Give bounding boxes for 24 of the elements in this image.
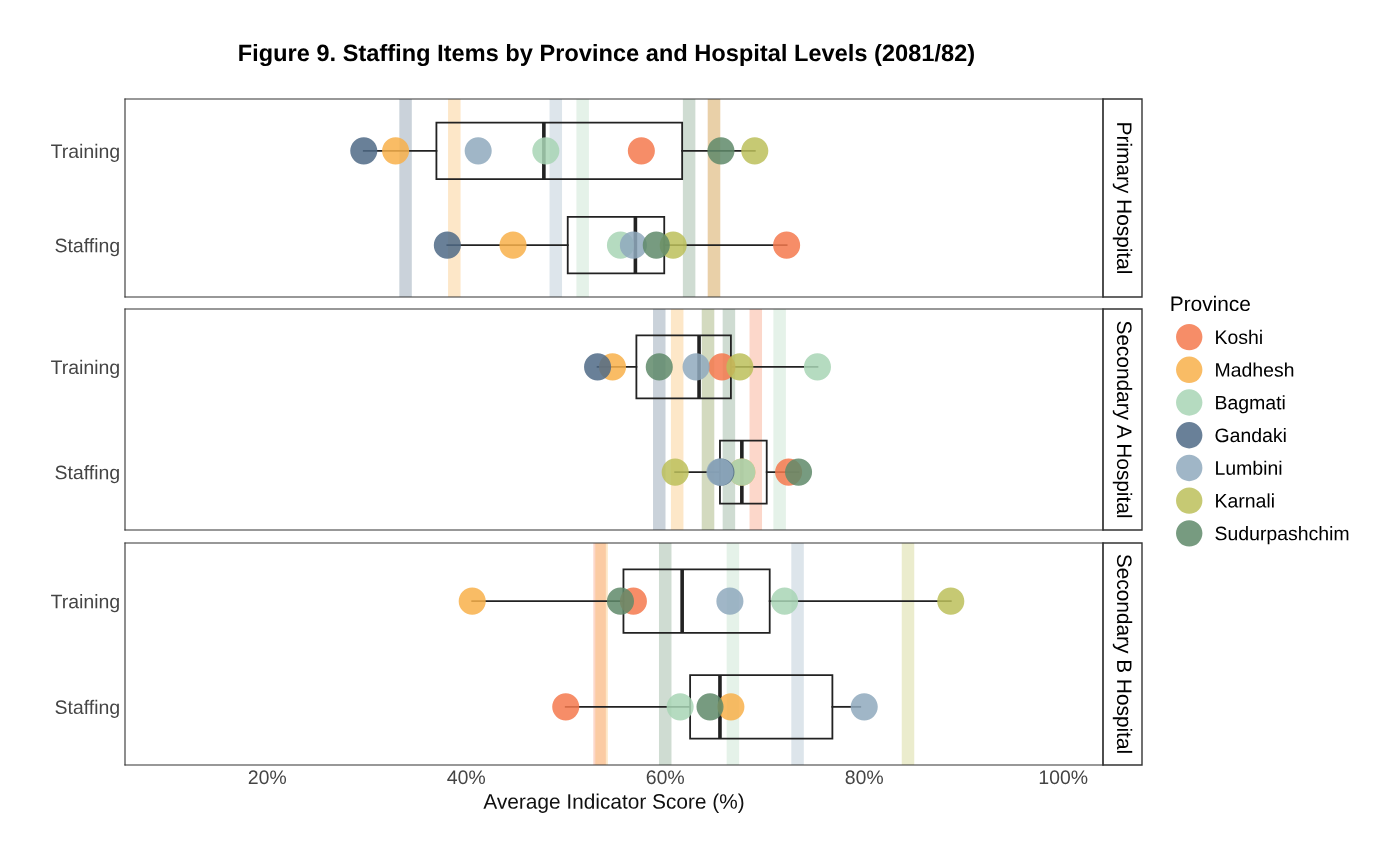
y-tick-label: Staffing — [55, 699, 119, 718]
chart-title: Figure 9. Staffing Items by Province and Hospital Levels (2081/82) — [239, 43, 974, 67]
x-tick-label: 100% — [1039, 770, 1088, 785]
y-tick-label: Staffing — [55, 238, 119, 257]
y-tick-label: Training — [51, 359, 119, 378]
x-axis-title: Average Indicator Score (%) — [483, 793, 744, 813]
legend-title: Province — [1171, 295, 1250, 312]
y-tick-label: Staffing — [55, 465, 119, 484]
legend-label: Lumbini — [1216, 460, 1282, 475]
y2-axis-title: Secondary A Hospital — [1112, 321, 1133, 518]
y2-axis-title: Secondary B Hospital — [1112, 554, 1133, 753]
legend-label: Karnali — [1216, 493, 1274, 508]
x-tick-label: 60% — [646, 770, 685, 785]
legend-label: Koshi — [1216, 329, 1262, 345]
legend-label: Gandaki — [1215, 427, 1286, 443]
x-tick-label: 20% — [248, 770, 287, 785]
y-tick-label: Training — [51, 143, 119, 162]
legend-label: Bagmati — [1216, 395, 1285, 414]
x-tick-label: 40% — [447, 770, 486, 785]
y2-axis-title: Primary Hospital — [1112, 123, 1133, 274]
y-tick-label: Training — [51, 594, 119, 613]
x-tick-label: 80% — [845, 770, 883, 785]
legend-label: Madhesh — [1216, 362, 1294, 377]
legend-label: Sudurpashchim — [1215, 526, 1349, 545]
